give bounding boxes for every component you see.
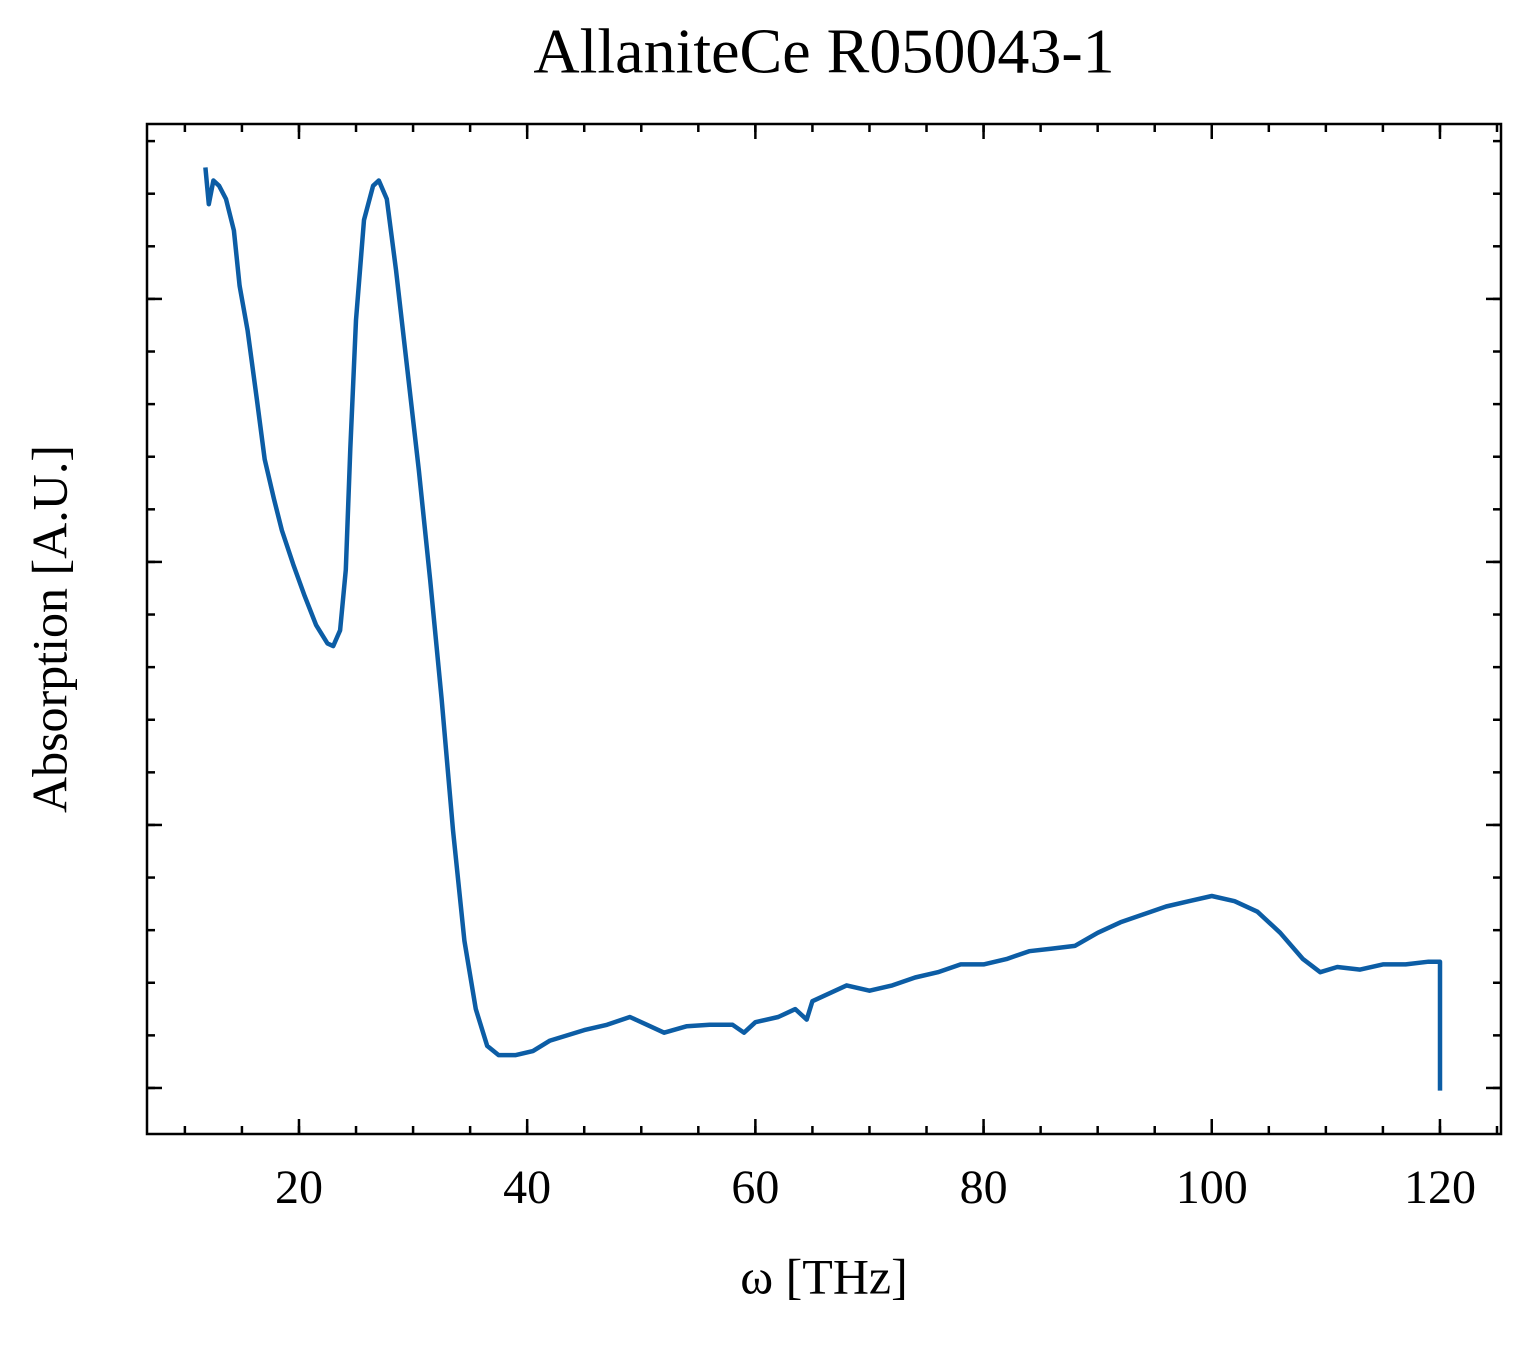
- x-tick-label: 100: [1176, 1161, 1248, 1214]
- x-tick-label: 20: [275, 1161, 323, 1214]
- x-tick-label: 60: [731, 1161, 779, 1214]
- x-tick-label: 80: [960, 1161, 1008, 1214]
- y-axis-label: Absorption [A.U.]: [21, 445, 77, 813]
- plot-frame: [145, 122, 1503, 1136]
- x-tick-label: 40: [503, 1161, 551, 1214]
- x-tick-label: 120: [1404, 1161, 1476, 1214]
- x-axis-label: ω [THz]: [740, 1248, 908, 1304]
- chart-title: AllaniteCe R050043-1: [533, 16, 1114, 87]
- data-line: [203, 167, 1443, 1091]
